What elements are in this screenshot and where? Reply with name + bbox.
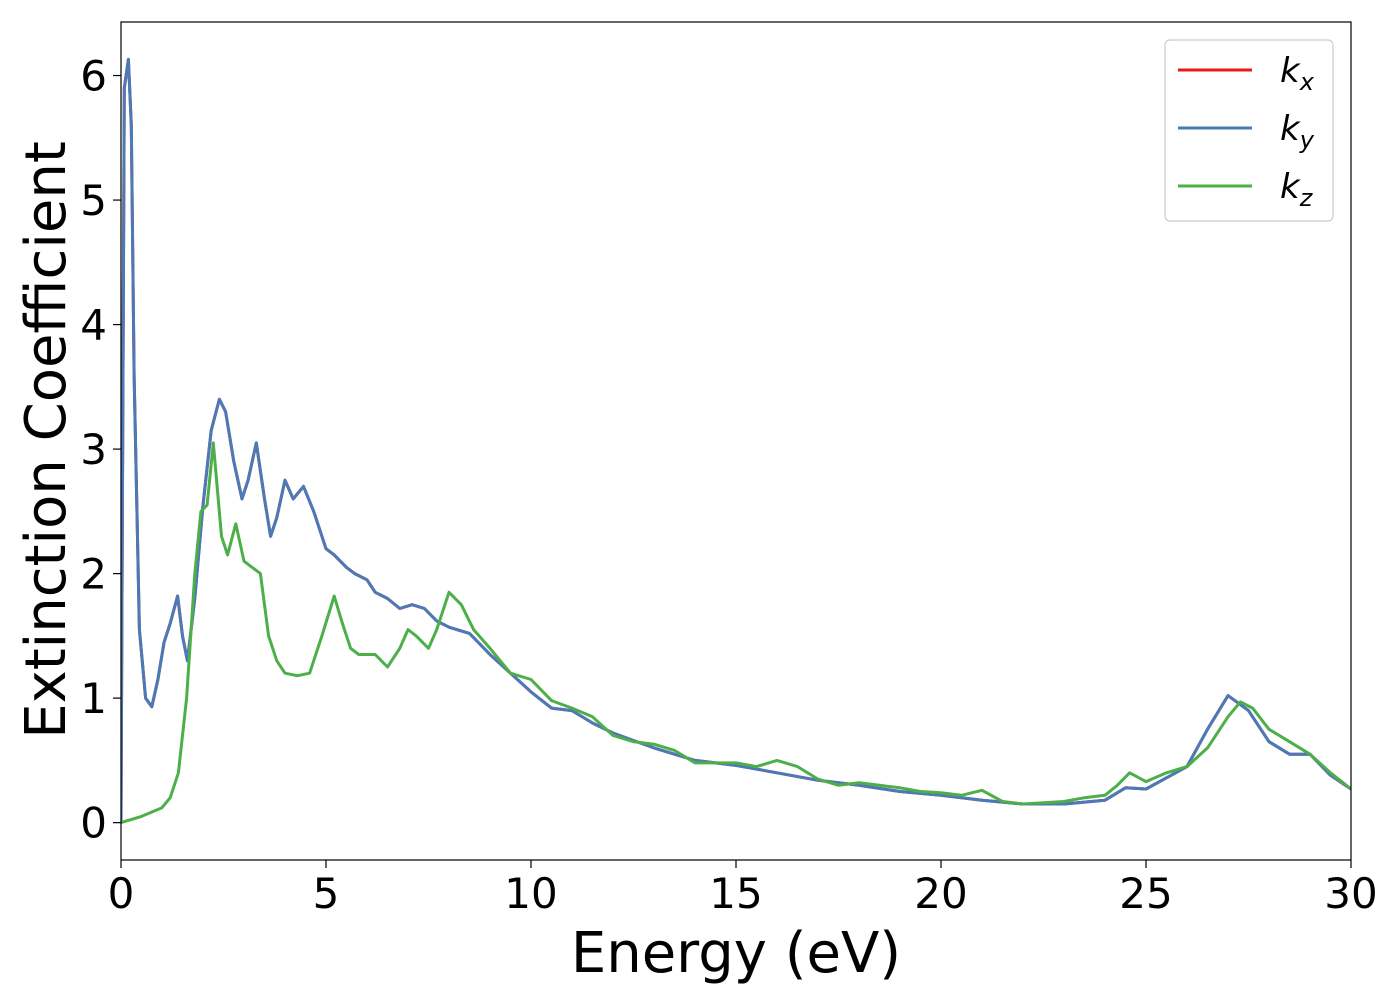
legend-label-kz: kz [1280, 167, 1314, 212]
x-tick-label: 30 [1324, 869, 1377, 918]
y-tick-label: 0 [80, 799, 107, 848]
x-tick-label: 15 [709, 869, 762, 918]
y-tick-label: 4 [80, 301, 107, 350]
tick-layer: 0 5 10 15 20 25 30 0 1 2 3 4 5 6 [80, 52, 1377, 918]
y-axis-label: Extinction Coefficient [14, 141, 79, 739]
y-tick-label: 1 [80, 674, 107, 723]
x-axis-label: Energy (eV) [571, 921, 901, 986]
x-tick-label: 0 [108, 869, 135, 918]
x-tick-label: 10 [504, 869, 557, 918]
y-tick-label: 6 [80, 52, 107, 101]
legend-box [1164, 39, 1334, 222]
plot-layer [121, 57, 1351, 825]
series-line-ky [121, 57, 1351, 825]
y-tick-label: 2 [80, 550, 107, 599]
y-tick-label: 5 [80, 176, 107, 225]
legend-label-ky: ky [1280, 109, 1315, 154]
legend: kx ky kz [1164, 39, 1334, 222]
y-tick-label: 3 [80, 425, 107, 474]
legend-label-kx: kx [1280, 51, 1315, 96]
series-line-kz [121, 441, 1351, 825]
x-tick-label: 20 [914, 869, 967, 918]
x-tick-label: 25 [1119, 869, 1172, 918]
x-tick-label: 5 [313, 869, 340, 918]
